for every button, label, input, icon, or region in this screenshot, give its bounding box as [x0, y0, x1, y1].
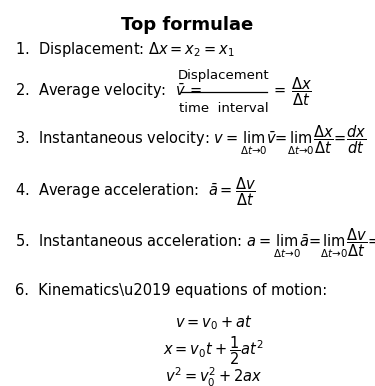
- Text: 6.  Kinematics\u2019 equations of motion:: 6. Kinematics\u2019 equations of motion:: [15, 283, 327, 298]
- Text: Top formulae: Top formulae: [122, 16, 254, 34]
- Text: 1.  Displacement: $\Delta x = x_2 = x_1$: 1. Displacement: $\Delta x = x_2 = x_1$: [15, 40, 235, 59]
- Text: 5.  Instantaneous acceleration: $a = \lim_{\Delta t \to 0} \bar{a} = \lim_{\Delt: 5. Instantaneous acceleration: $a = \lim…: [15, 226, 375, 260]
- Text: Displacement: Displacement: [178, 69, 269, 82]
- Text: $x = v_0 t + \dfrac{1}{2}at^2$: $x = v_0 t + \dfrac{1}{2}at^2$: [164, 334, 264, 367]
- Text: 2.  Average velocity:  $\bar{v}\, =$: 2. Average velocity: $\bar{v}\, =$: [15, 82, 202, 102]
- Text: 4.  Average acceleration:  $\bar{a} = \dfrac{\Delta v}{\Delta t}$: 4. Average acceleration: $\bar{a} = \dfr…: [15, 176, 256, 208]
- Text: $v = v_0 + at$: $v = v_0 + at$: [175, 313, 252, 332]
- Text: time  interval: time interval: [178, 102, 268, 115]
- Text: $v^2 = v_0^2 + 2ax$: $v^2 = v_0^2 + 2ax$: [165, 366, 262, 386]
- Text: 3.  Instantaneous velocity: $v = \lim_{\Delta t \to 0} \bar{v} = \lim_{\Delta t : 3. Instantaneous velocity: $v = \lim_{\D…: [15, 123, 366, 157]
- Text: $=\,\dfrac{\Delta x}{\Delta t}$: $=\,\dfrac{\Delta x}{\Delta t}$: [271, 76, 312, 108]
